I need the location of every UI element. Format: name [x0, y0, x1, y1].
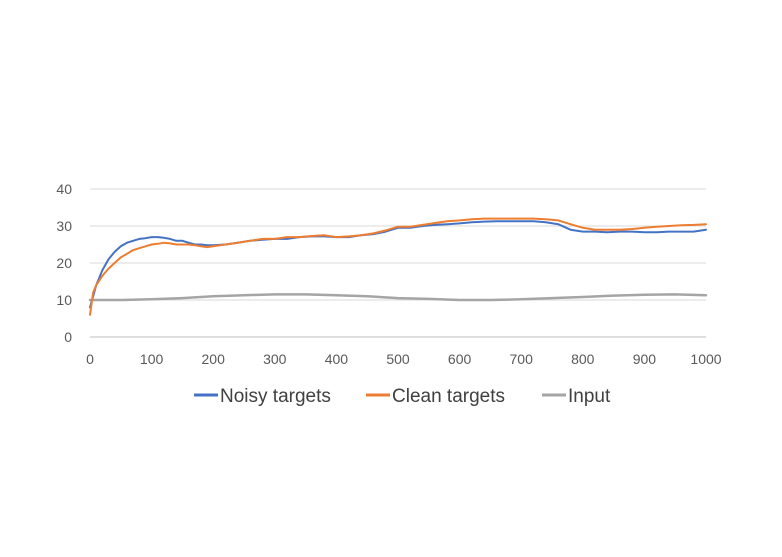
- legend: Noisy targets Clean targets Input: [194, 386, 611, 407]
- x-tick-label: 400: [325, 351, 349, 367]
- x-tick-label: 800: [571, 351, 595, 367]
- x-tick-label: 0: [86, 351, 94, 367]
- legend-label: Input: [568, 386, 611, 407]
- series-line-clean-targets: [89, 217, 707, 316]
- y-tick-label: 0: [64, 329, 72, 345]
- x-tick-label: 600: [448, 351, 472, 367]
- x-tick-label: 500: [386, 351, 410, 367]
- y-tick-label: 20: [56, 255, 72, 271]
- legend-label: Noisy targets: [220, 386, 331, 407]
- legend-item-noisy-targets: Noisy targets: [194, 386, 331, 407]
- series-layer: [88, 217, 708, 316]
- x-tick-label: 200: [202, 351, 226, 367]
- y-tick-label: 40: [56, 181, 72, 197]
- y-tick-label: 10: [56, 292, 72, 308]
- legend-label: Clean targets: [392, 386, 505, 407]
- series-line-input: [88, 293, 708, 302]
- legend-item-clean-targets: Clean targets: [366, 386, 505, 407]
- x-tick-label: 700: [510, 351, 534, 367]
- x-tick-label: 300: [263, 351, 287, 367]
- x-tick-label: 900: [633, 351, 657, 367]
- y-tick-label: 30: [56, 218, 72, 234]
- legend-item-input: Input: [542, 386, 611, 407]
- x-tick-label: 1000: [690, 351, 721, 367]
- x-tick-label: 100: [140, 351, 164, 367]
